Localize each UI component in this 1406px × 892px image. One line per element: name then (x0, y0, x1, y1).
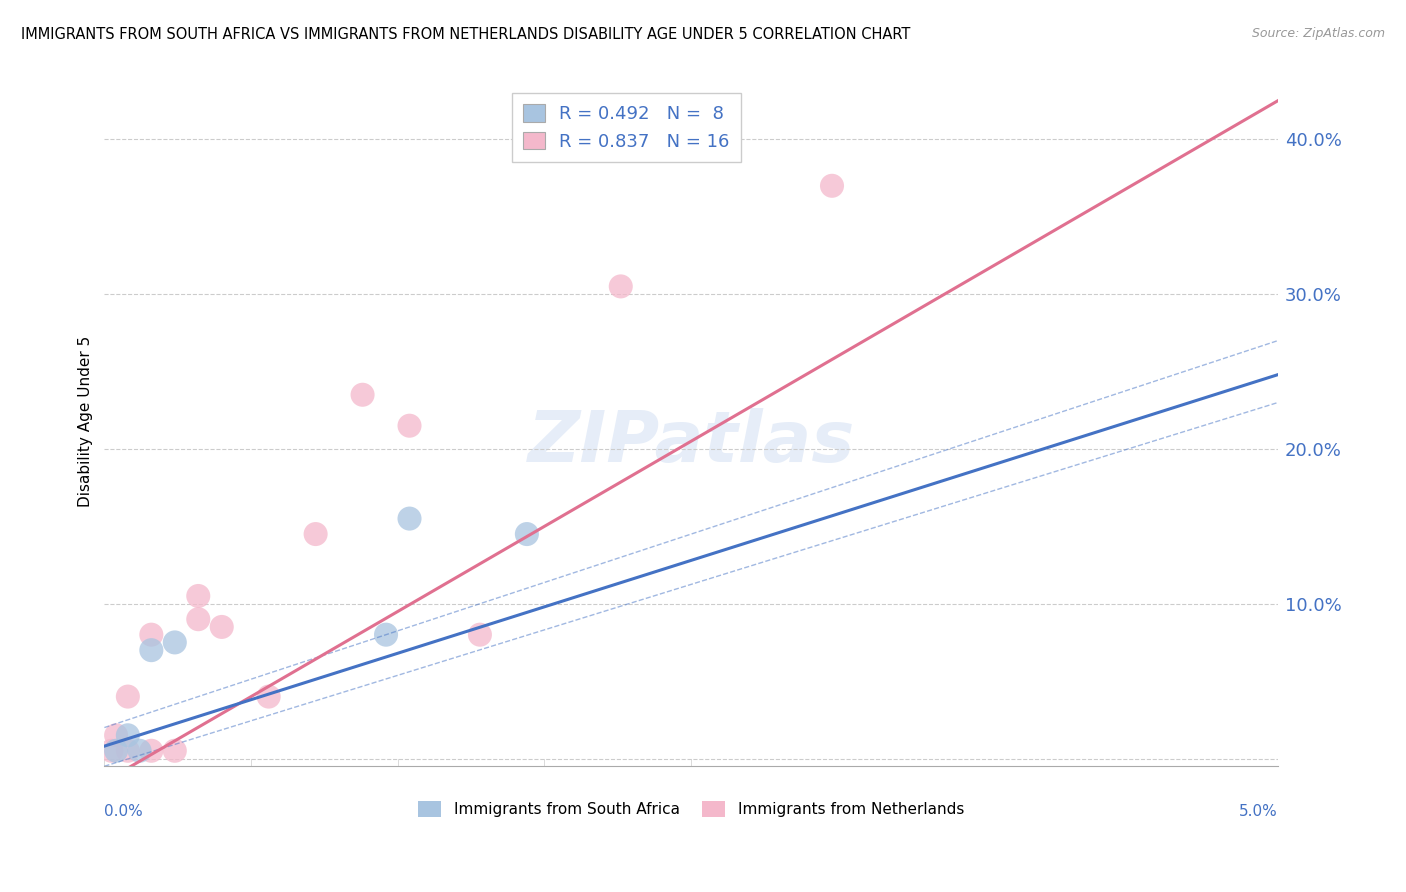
Point (211, 620, 233, 634)
Point (100, 744, 122, 758)
Point (141, 628, 163, 642)
Point (516, 527, 538, 541)
Point (821, 178, 844, 193)
Point (352, 388, 374, 402)
Point (105, 744, 128, 758)
Point (610, 279, 633, 293)
Point (105, 728, 128, 742)
Point (117, 744, 139, 758)
Y-axis label: Disability Age Under 5: Disability Age Under 5 (79, 336, 93, 508)
Point (128, 744, 150, 758)
Text: 0.0%: 0.0% (104, 804, 143, 819)
Text: 5.0%: 5.0% (1239, 804, 1278, 819)
Text: Source: ZipAtlas.com: Source: ZipAtlas.com (1251, 27, 1385, 40)
Point (398, 511, 420, 525)
Legend: R = 0.492   N =  8, R = 0.837   N = 16: R = 0.492 N = 8, R = 0.837 N = 16 (512, 94, 741, 161)
Point (163, 635, 186, 649)
Text: IMMIGRANTS FROM SOUTH AFRICA VS IMMIGRANTS FROM NETHERLANDS DISABILITY AGE UNDER: IMMIGRANTS FROM SOUTH AFRICA VS IMMIGRAN… (21, 27, 911, 42)
Point (187, 612, 209, 626)
Point (163, 744, 186, 758)
Point (375, 628, 398, 642)
Point (117, 728, 139, 742)
Point (304, 527, 326, 541)
Point (398, 418, 420, 433)
Point (468, 628, 491, 642)
Text: ZIPatlas: ZIPatlas (527, 408, 855, 477)
Point (187, 589, 209, 603)
Point (257, 690, 280, 704)
Point (141, 643, 163, 657)
Point (141, 744, 163, 758)
Point (117, 690, 139, 704)
